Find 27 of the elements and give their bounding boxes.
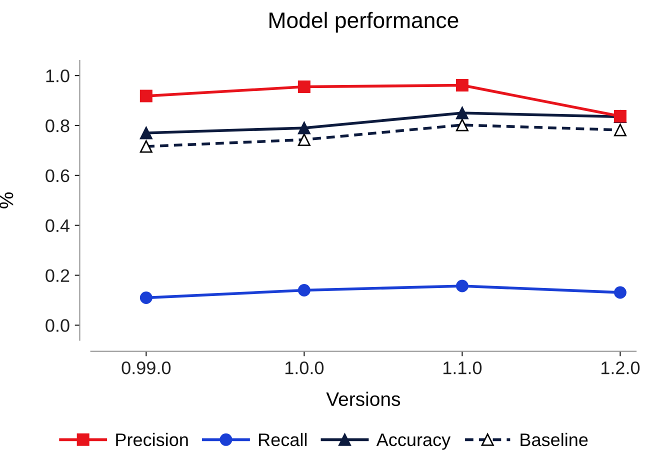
point	[298, 80, 310, 94]
y-tick-label: 0.0	[46, 319, 70, 332]
y-tick-label: 0.4	[46, 219, 70, 232]
legend-label: Recall	[259, 432, 307, 446]
legend-label: Accuracy	[376, 434, 451, 450]
x-tick-label: 1.0.0	[285, 361, 324, 374]
chart-title: Model performance	[270, 12, 458, 33]
point	[456, 280, 468, 292]
x-tick-label: 0.99.0	[122, 361, 171, 374]
point	[614, 286, 626, 299]
point	[140, 90, 152, 102]
point	[298, 122, 310, 134]
point	[298, 284, 310, 296]
x-tick-label: 1.1.0	[444, 361, 482, 374]
y-tick-label: 0.8	[46, 119, 70, 132]
point	[456, 79, 468, 92]
y-axis-title: %	[0, 192, 14, 208]
legend-label: Precision	[116, 432, 188, 446]
x-tick-label: 1.2.0	[602, 361, 640, 374]
point	[140, 126, 152, 140]
point	[140, 291, 152, 304]
y-tick-label: 0.6	[46, 169, 70, 182]
y-tick-label: 1.0	[46, 69, 70, 82]
y-tick-label: 0.2	[46, 269, 70, 282]
x-axis-title: Versions	[326, 392, 400, 406]
point	[456, 106, 468, 120]
legend-label: Baseline	[520, 432, 588, 446]
